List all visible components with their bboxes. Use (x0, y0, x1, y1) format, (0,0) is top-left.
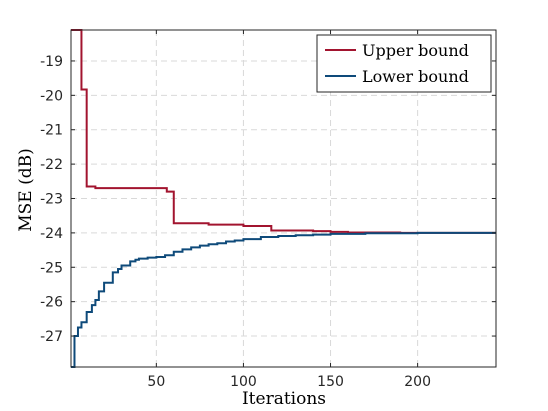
y-axis-title: MSE (dB) (16, 148, 36, 232)
x-tick-label: 150 (317, 374, 344, 390)
series-layer (71, 29, 496, 368)
y-tick-label: -20 (40, 88, 63, 104)
legend-label-lower-bound: Lower bound (362, 67, 469, 86)
legend-box (316, 34, 492, 93)
x-tick-labels: 50 100 150 200 (147, 374, 431, 390)
y-tick-label: -27 (40, 329, 63, 345)
y-tick-label: -26 (40, 295, 63, 311)
y-tick-label: -19 (40, 54, 63, 70)
y-tick-label: -22 (40, 157, 63, 173)
y-tick-label: -23 (40, 192, 63, 208)
y-tick-label: -25 (40, 260, 63, 276)
x-axis-title: Iterations (242, 389, 326, 409)
y-tick-labels: -27 -26 -25 -24 -23 -22 -21 -20 -19 (40, 54, 63, 345)
y-tick-label: -24 (40, 226, 63, 242)
x-tick-label: 200 (404, 374, 431, 390)
legend-label-upper-bound: Upper bound (362, 41, 469, 60)
ticks (71, 30, 496, 367)
series-upper-bound-line (71, 29, 496, 234)
x-tick-label: 100 (230, 374, 257, 390)
legend: Upper bound Lower bound (316, 34, 492, 93)
x-tick-label: 50 (147, 374, 165, 390)
y-tick-label: -21 (40, 123, 63, 139)
series-lower-bound-line (71, 231, 496, 368)
